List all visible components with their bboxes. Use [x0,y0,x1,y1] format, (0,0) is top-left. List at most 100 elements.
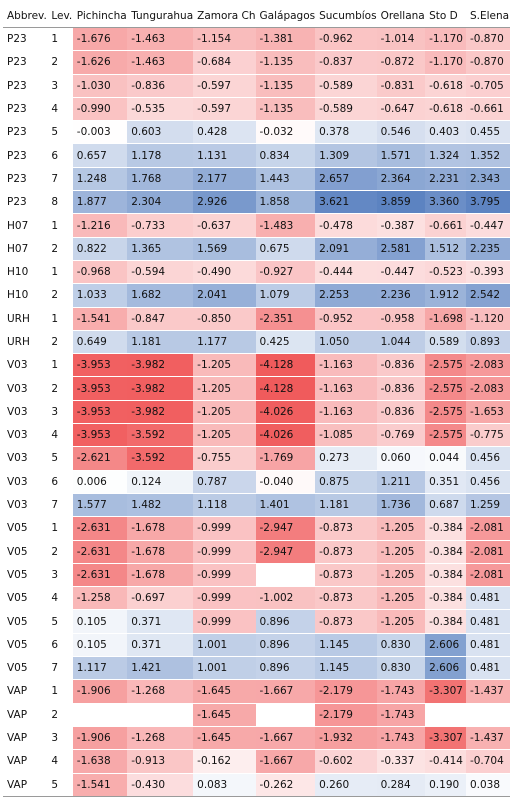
table-row: V05 2 -2.631 -1.678 -0.999 -2.947 -0.873 -1.205… [3,540,510,564]
table-row: URH 1 -1.541 -0.847 -0.850 -2.351 -0.952 -0.958… [3,307,510,331]
cell-value: -1.268 [127,679,194,704]
table-row: V05 1 -2.631 -1.678 -0.999 -2.947 -0.873 -1.205… [3,516,510,541]
cell-value: -3.982 [127,353,194,378]
cell-value: 0.893 [465,330,510,355]
table-row: P23 1 -1.676 -1.463 -1.154 -1.381 -0.962 -1.014… [3,27,510,52]
cell-value: 1.309 [315,143,377,168]
cell-value: 0.378 [315,120,377,145]
cell-level: 1 [47,260,73,285]
cell-value: 1.211 [376,470,426,494]
cell-value [465,703,510,727]
cell-value: -1.483 [255,213,316,238]
table-row: H07 1 -1.216 -0.733 -0.637 -1.483 -0.478 -0.387… [3,213,510,238]
cell-value: -1.002 [255,586,316,611]
cell-value: 1.050 [315,330,377,355]
cell-value: 1.577 [72,493,128,518]
cell-value: -2.083 [465,353,510,378]
cell-value: -1.645 [193,679,256,704]
cell-value: -0.870 [465,50,510,75]
cell-value: 0.428 [193,120,256,145]
cell-value: 1.118 [193,493,256,518]
cell-value: -0.697 [127,586,194,611]
cell-level: 1 [47,27,73,52]
cell-value: -0.637 [193,213,256,238]
cell-value: 1.512 [425,237,466,261]
cell-value: -2.575 [425,423,466,448]
header-sto-d: Sto D [425,5,466,28]
cell-level: 1 [47,516,73,541]
cell-value: -0.999 [193,609,256,634]
cell-value: -4.128 [255,376,316,401]
cell-value: 1.768 [127,167,194,192]
cell-level: 5 [47,446,73,471]
cell-value: -1.638 [72,749,128,774]
cell-level: 2 [47,283,73,308]
cell-value: -0.913 [127,749,194,774]
cell-value: -0.535 [127,97,194,122]
cell-value: -1.205 [193,423,256,448]
cell-value: -1.135 [255,50,316,75]
cell-value: -0.962 [315,27,377,52]
cell-level: 7 [47,493,73,518]
table-row: V03 5 -2.621 -3.592 -0.755 -1.769 0.273 0.060 0.… [3,446,510,471]
cell-value: -0.775 [465,423,510,448]
cell-value: -1.120 [465,307,510,331]
cell-value: 1.324 [425,143,466,168]
cell-value: -2.631 [72,563,128,588]
table-row: VAP 4 -1.638 -0.913 -0.162 -1.667 -0.602 -0.337… [3,749,510,774]
cell-value: -1.205 [193,376,256,401]
cell-value: -1.258 [72,586,128,611]
cell-value: 2.177 [193,167,256,192]
cell-level: 6 [47,470,73,494]
table-row: V05 3 -2.631 -1.678 -0.999 -0.873 -1.205 -0.384… [3,563,510,588]
cell-abbrev: V05 [3,563,48,588]
cell-value: -0.384 [425,516,466,541]
cell-value: -3.592 [127,423,194,448]
cell-value: -0.589 [315,74,377,98]
cell-value: -1.014 [376,27,426,52]
cell-value: 0.006 [72,470,128,494]
cell-value: 2.657 [315,167,377,192]
cell-level: 7 [47,656,73,681]
table-row: V05 7 1.117 1.421 1.001 0.896 1.145 0.830 2.606 0… [3,656,510,681]
cell-value: -0.589 [315,97,377,122]
cell-value: -0.447 [465,213,510,238]
cell-value: 1.569 [193,237,256,261]
cell-value: -2.631 [72,516,128,541]
header-orellana: Orellana [376,5,426,28]
cell-value: -0.968 [72,260,128,285]
cell-value: 0.481 [465,609,510,634]
cell-level: 3 [47,74,73,98]
cell-value: -0.836 [127,74,194,98]
cell-value: 1.181 [315,493,377,518]
table-row: P23 5 -0.003 0.603 0.428 -0.032 0.378 0.546 0.40… [3,120,510,145]
cell-value: -0.387 [376,213,426,238]
table-row: V03 1 -3.953 -3.982 -1.205 -4.128 -1.163 -0.836… [3,353,510,378]
cell-value: -3.982 [127,376,194,401]
cell-value: -0.990 [72,97,128,122]
cell-value: -0.927 [255,260,316,285]
cell-abbrev: P23 [3,167,48,192]
cell-value: -0.850 [193,307,256,331]
cell-abbrev: VAP [3,703,48,727]
cell-value: -0.873 [315,540,377,564]
cell-value: 0.371 [127,633,194,658]
cell-value: -2.083 [465,376,510,401]
table-row: V03 2 -3.953 -3.982 -1.205 -4.128 -1.163 -0.836… [3,376,510,401]
cell-value: 0.830 [376,633,426,658]
cell-value: -1.030 [72,74,128,98]
cell-value: -0.447 [376,260,426,285]
cell-value: -2.631 [72,540,128,564]
cell-abbrev: V05 [3,586,48,611]
cell-value: 0.456 [465,470,510,494]
cell-value: 1.145 [315,633,377,658]
cell-value: -1.906 [72,726,128,751]
cell-value: 0.687 [425,493,466,518]
cell-abbrev: P23 [3,50,48,75]
cell-value: -3.953 [72,376,128,401]
cell-value: 0.896 [255,609,316,634]
cell-value: 0.044 [425,446,466,471]
header-pichincha: Pichincha [72,5,128,28]
cell-level: 2 [47,540,73,564]
cell-value: -2.081 [465,563,510,588]
